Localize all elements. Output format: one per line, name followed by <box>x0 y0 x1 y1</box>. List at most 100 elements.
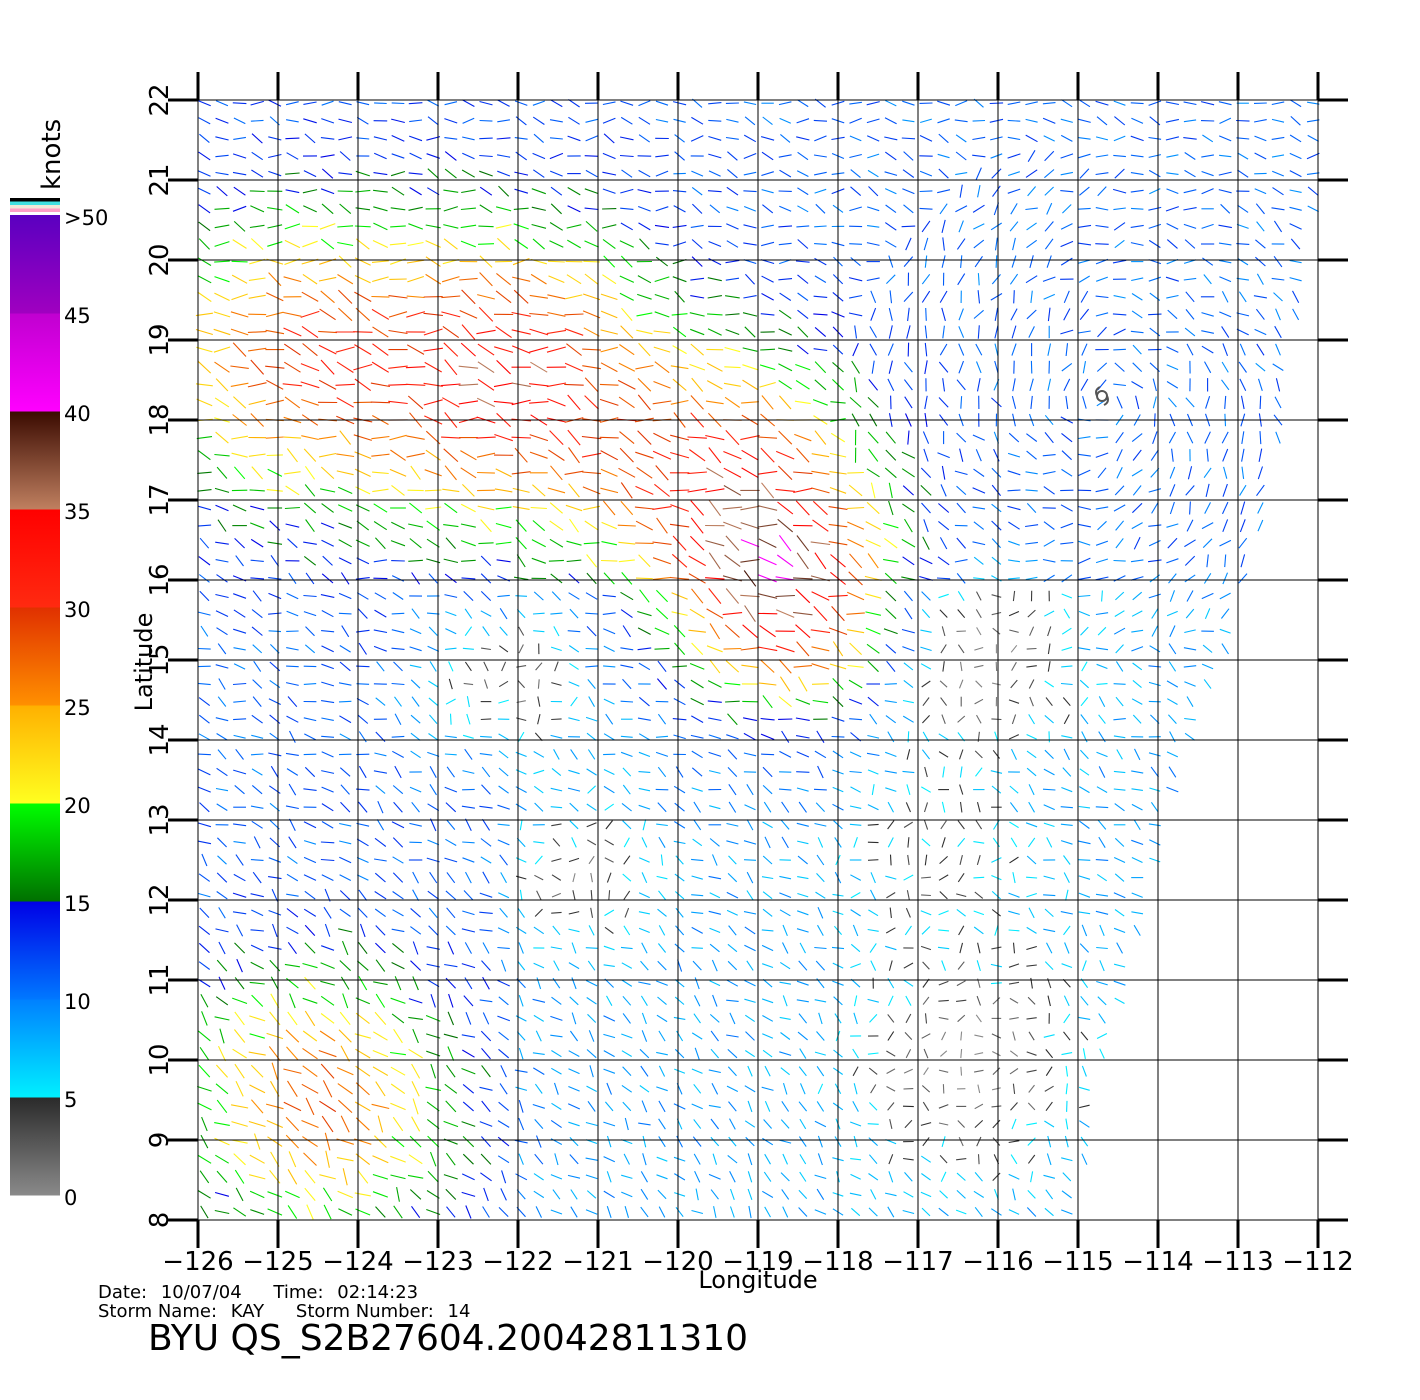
wind-vector <box>1078 647 1091 651</box>
wind-vector <box>584 188 599 195</box>
wind-vector <box>905 1013 912 1024</box>
wind-vector <box>1095 295 1109 299</box>
wind-vector <box>568 769 580 775</box>
wind-vector <box>1204 431 1211 444</box>
wind-vector <box>392 1116 404 1132</box>
longitude-tick-label: −119 <box>722 1247 793 1277</box>
wind-vector <box>408 1016 423 1020</box>
wind-vector <box>990 770 1003 774</box>
wind-vector <box>687 436 707 439</box>
wind-vector <box>1044 714 1054 724</box>
wind-vector <box>1113 735 1126 739</box>
wind-vector <box>251 151 264 161</box>
wind-vector <box>480 519 492 533</box>
wind-vector <box>232 682 247 686</box>
wind-vector <box>1165 206 1179 212</box>
wind-vector <box>232 153 247 159</box>
wind-vector <box>972 136 986 141</box>
wind-vector <box>1183 647 1197 651</box>
wind-vector <box>1116 396 1123 409</box>
wind-vector <box>709 659 721 674</box>
wind-vector <box>600 346 618 353</box>
wind-vector <box>409 822 422 827</box>
wind-vector <box>267 1136 283 1147</box>
wind-vector <box>1081 1153 1088 1165</box>
wind-vector <box>412 1098 419 1115</box>
wind-vector <box>974 1034 984 1038</box>
wind-vector <box>957 273 966 286</box>
wind-vector <box>672 276 687 283</box>
wind-vector <box>816 1188 825 1200</box>
wind-vector <box>551 682 562 686</box>
wind-vector <box>248 277 266 281</box>
wind-vector <box>814 326 827 338</box>
wind-vector <box>888 960 893 971</box>
wind-vector <box>285 204 300 214</box>
wind-vector <box>374 837 387 847</box>
wind-vector <box>354 378 372 392</box>
wind-vector <box>956 573 966 584</box>
wind-vector <box>217 837 227 848</box>
wind-vector <box>319 1174 336 1180</box>
wind-vector <box>283 327 302 337</box>
wind-vector <box>811 453 830 458</box>
wind-vector <box>728 783 737 796</box>
wind-vector <box>619 136 634 141</box>
wind-vector <box>1028 679 1035 689</box>
wind-vector <box>620 188 634 194</box>
wind-vector <box>583 293 601 301</box>
wind-vector <box>320 980 335 986</box>
wind-vector <box>958 220 964 233</box>
wind-vector <box>887 837 894 848</box>
wind-vector <box>411 1081 420 1097</box>
wind-vector <box>621 1033 633 1039</box>
wind-vector <box>1011 255 1017 268</box>
wind-vector <box>920 945 932 951</box>
wind-vector <box>568 592 580 600</box>
wind-vector <box>603 133 615 144</box>
wind-vector <box>942 766 945 778</box>
wind-vector <box>1061 362 1073 372</box>
wind-vector <box>1167 397 1177 408</box>
wind-vector <box>1184 732 1196 741</box>
wind-vector <box>1080 626 1089 636</box>
wind-vector <box>1042 470 1056 475</box>
wind-vector <box>760 348 776 351</box>
longitude-tick-label: −112 <box>1282 1247 1353 1277</box>
wind-vector <box>198 733 211 741</box>
wind-vector <box>408 172 423 175</box>
wind-vector <box>706 645 723 653</box>
wind-vector <box>357 608 368 619</box>
y-axis-label: Latitude <box>130 613 158 712</box>
wind-vector <box>888 360 893 374</box>
wind-vector <box>1255 256 1266 267</box>
wind-vector <box>536 890 542 900</box>
wind-vector <box>708 1069 721 1074</box>
wind-vector <box>445 537 457 549</box>
wind-vector <box>866 135 880 142</box>
wind-vector <box>606 1206 612 1218</box>
wind-vector <box>689 312 705 317</box>
wind-vector <box>388 295 408 299</box>
wind-vector <box>338 700 352 703</box>
wind-vector <box>670 504 689 512</box>
wind-vector <box>1079 768 1090 776</box>
colorbar-band-10-15 <box>10 901 60 1000</box>
wind-vector <box>1010 679 1018 689</box>
wind-vector <box>498 892 510 899</box>
wind-vector <box>500 959 507 972</box>
wind-vector <box>392 942 404 954</box>
wind-vector <box>583 542 600 545</box>
wind-vector <box>1077 523 1092 528</box>
wind-vector <box>1275 308 1281 321</box>
wind-vector <box>691 911 704 914</box>
wind-vector <box>393 1205 403 1219</box>
wind-vector <box>941 465 946 480</box>
wind-vector <box>868 378 879 391</box>
wind-vector <box>339 1011 351 1026</box>
wind-vector <box>652 557 672 565</box>
wind-vector <box>265 1103 284 1110</box>
wind-vector <box>1079 820 1090 829</box>
wind-vector <box>1237 204 1249 213</box>
wind-vector <box>638 222 651 231</box>
